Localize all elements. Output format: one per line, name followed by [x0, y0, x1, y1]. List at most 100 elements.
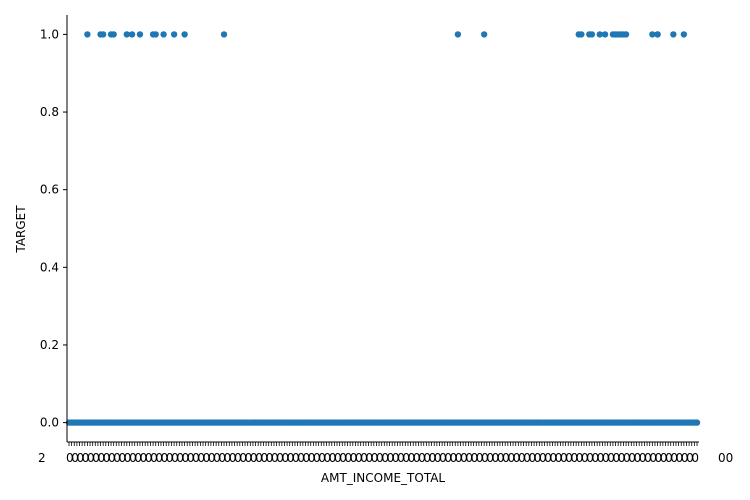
x-tick-label: 0 — [586, 451, 594, 465]
x-tick-label: 0 — [82, 451, 90, 465]
x-tick-label: 0 — [402, 451, 410, 465]
y-tick-label: 0.6 — [40, 183, 59, 197]
x-tick-label: 0 — [444, 451, 452, 465]
x-tick-label: 0 — [176, 451, 184, 465]
x-tick-label: 0 — [576, 451, 584, 465]
x-tick-label: 0 — [507, 451, 515, 465]
x-tick-label: 0 — [513, 451, 521, 465]
x-tick-label: 0 — [392, 451, 400, 465]
x-tick-label: 0 — [287, 451, 295, 465]
x-tick-label: 0 — [371, 451, 379, 465]
x-tick-label: 0 — [324, 451, 332, 465]
x-tick-label: 0 — [318, 451, 326, 465]
x-tick-label: 0 — [381, 451, 389, 465]
x-tick-label: 0 — [450, 451, 458, 465]
x-tick-label: 0 — [334, 451, 342, 465]
x-tick-label: 0 — [213, 451, 221, 465]
x-tick-label: 0 — [686, 451, 694, 465]
x-tick-label: 0 — [528, 451, 536, 465]
x-tick-label: 0 — [544, 451, 552, 465]
x-tick-label: 0 — [681, 451, 689, 465]
y-tick-label: 1.0 — [40, 27, 59, 41]
data-point — [110, 31, 117, 38]
x-tick-label: 0 — [634, 451, 642, 465]
x-tick-label: 0 — [166, 451, 174, 465]
x-tick-label: 0 — [92, 451, 100, 465]
data-point — [578, 31, 585, 38]
x-tick-label-right: 00 — [718, 451, 733, 465]
x-tick-label: 0 — [397, 451, 405, 465]
x-tick-label: 0 — [429, 451, 437, 465]
data-point — [128, 31, 136, 38]
x-tick-label: 0 — [618, 451, 626, 465]
data-point — [170, 31, 178, 38]
x-tick-label: 0 — [161, 451, 169, 465]
x-tick-label: 0 — [271, 451, 279, 465]
x-tick-label: 0 — [119, 451, 127, 465]
x-tick-label: 0 — [192, 451, 200, 465]
data-point — [220, 31, 228, 38]
x-tick-label: 0 — [439, 451, 447, 465]
x-tick-label: 0 — [613, 451, 621, 465]
points-layer — [65, 31, 701, 426]
x-tick-label: 0 — [597, 451, 605, 465]
x-tick-label: 0 — [292, 451, 300, 465]
x-tick-label: 0 — [234, 451, 242, 465]
x-tick-label: 0 — [497, 451, 505, 465]
data-point — [136, 31, 144, 38]
x-tick-label: 0 — [565, 451, 573, 465]
y-tick-label: 0.2 — [40, 338, 59, 352]
x-tick-label: 0 — [539, 451, 547, 465]
x-tick-label: 0 — [140, 451, 148, 465]
x-tick-label: 0 — [366, 451, 374, 465]
x-tick-label: 0 — [518, 451, 526, 465]
x-tick-label: 0 — [129, 451, 137, 465]
x-tick-label: 0 — [670, 451, 678, 465]
x-tick-label: 0 — [408, 451, 416, 465]
x-tick-label: 0 — [145, 451, 153, 465]
data-point — [123, 31, 131, 38]
x-tick-label: 0 — [155, 451, 163, 465]
data-point — [152, 31, 159, 38]
x-tick-label: 0 — [182, 451, 190, 465]
x-tick-label: 0 — [455, 451, 463, 465]
x-tick-label: 0 — [87, 451, 95, 465]
x-tick-label: 0 — [276, 451, 284, 465]
data-point — [84, 31, 91, 38]
x-tick-label: 0 — [434, 451, 442, 465]
x-tick-label: 0 — [660, 451, 668, 465]
x-tick-label: 0 — [187, 451, 195, 465]
x-tick-label: 0 — [360, 451, 368, 465]
x-tick-label: 0 — [423, 451, 431, 465]
y-tick-label: 0.0 — [40, 416, 59, 430]
x-tick-label: 0 — [665, 451, 673, 465]
x-tick-label: 0 — [607, 451, 615, 465]
x-tick-label: 0 — [376, 451, 384, 465]
data-point — [680, 31, 688, 38]
x-tick-label: 0 — [549, 451, 557, 465]
x-tick-label: 0 — [329, 451, 337, 465]
x-tick-label: 0 — [555, 451, 563, 465]
x-tick-label: 0 — [602, 451, 610, 465]
x-tick-label: 0 — [560, 451, 568, 465]
x-tick-label: 0 — [239, 451, 247, 465]
data-point — [596, 31, 603, 38]
x-tick-label: 0 — [465, 451, 473, 465]
x-tick-label: 0 — [476, 451, 484, 465]
x-tick-label: 0 — [534, 451, 542, 465]
x-tick-label: 0 — [387, 451, 395, 465]
x-tick-label: 0 — [581, 451, 589, 465]
x-tick-label: 0 — [134, 451, 142, 465]
data-point — [601, 31, 609, 38]
x-tick-label: 0 — [302, 451, 310, 465]
data-point — [588, 31, 596, 38]
x-tick-label: 0 — [308, 451, 316, 465]
data-point — [649, 31, 656, 38]
x-tick-label: 0 — [171, 451, 179, 465]
x-tick-label: 0 — [266, 451, 274, 465]
x-tick-label: 0 — [481, 451, 489, 465]
x-tick-label: 0 — [197, 451, 205, 465]
x-axis-ticks: 0000000000000000000000000000000000000000… — [66, 442, 699, 465]
x-tick-label: 0 — [150, 451, 158, 465]
